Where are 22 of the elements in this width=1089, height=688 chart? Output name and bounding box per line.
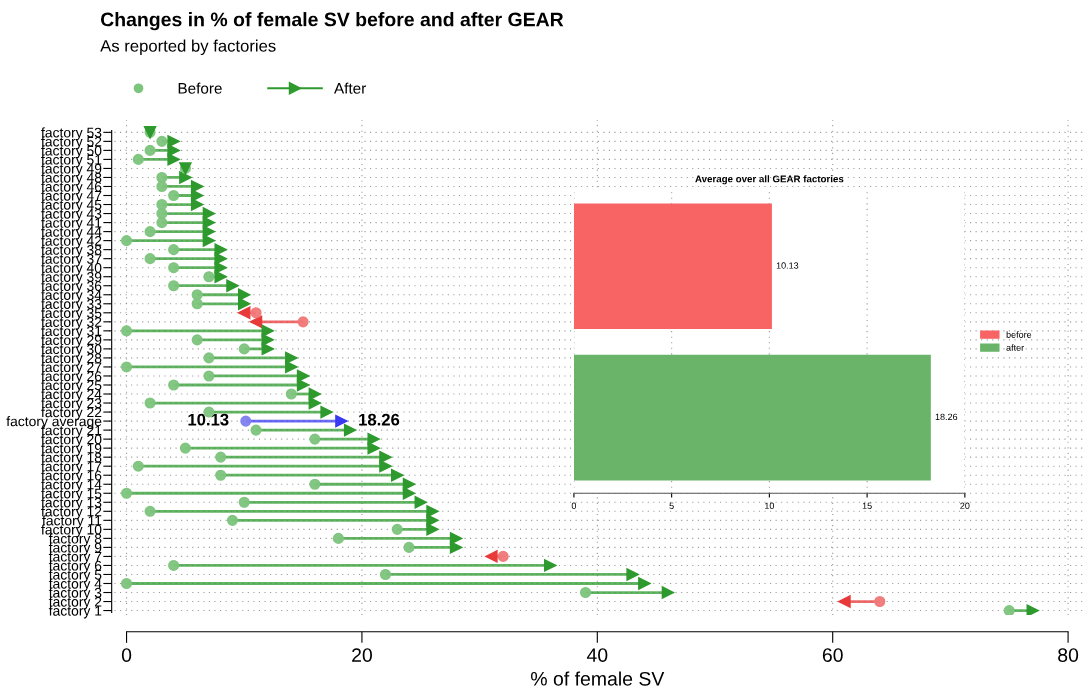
legend-label: after	[1006, 344, 1024, 351]
x-tick-label: 20	[352, 648, 372, 662]
x-tick-label: 40	[586, 648, 608, 662]
x-tick-label: 10	[765, 502, 775, 509]
x-tick-label: 0	[121, 648, 132, 662]
x-tick-label: 5	[669, 502, 674, 509]
chart-subtitle: As reported by factories	[100, 39, 276, 56]
x-tick-label: 15	[862, 502, 872, 509]
x-tick-label: 20	[960, 502, 970, 509]
legend-label: before	[1006, 331, 1032, 338]
chart-title: Changes in % of female SV before and after GEAR	[100, 12, 564, 31]
data-label: 18.26	[935, 413, 958, 421]
x-tick-label: 0	[571, 502, 577, 509]
annotation: 10.13	[188, 413, 229, 426]
data-label: 10.13	[776, 262, 799, 269]
chart-title: Average over all GEAR factories	[695, 175, 844, 185]
x-axis-title: % of female SV	[531, 671, 665, 686]
x-tick-label: 80	[1058, 648, 1079, 662]
legend-label: After	[334, 82, 366, 94]
annotation: 18.26	[359, 413, 400, 426]
legend-label: Before	[178, 82, 222, 94]
x-tick-label: 60	[822, 648, 843, 662]
